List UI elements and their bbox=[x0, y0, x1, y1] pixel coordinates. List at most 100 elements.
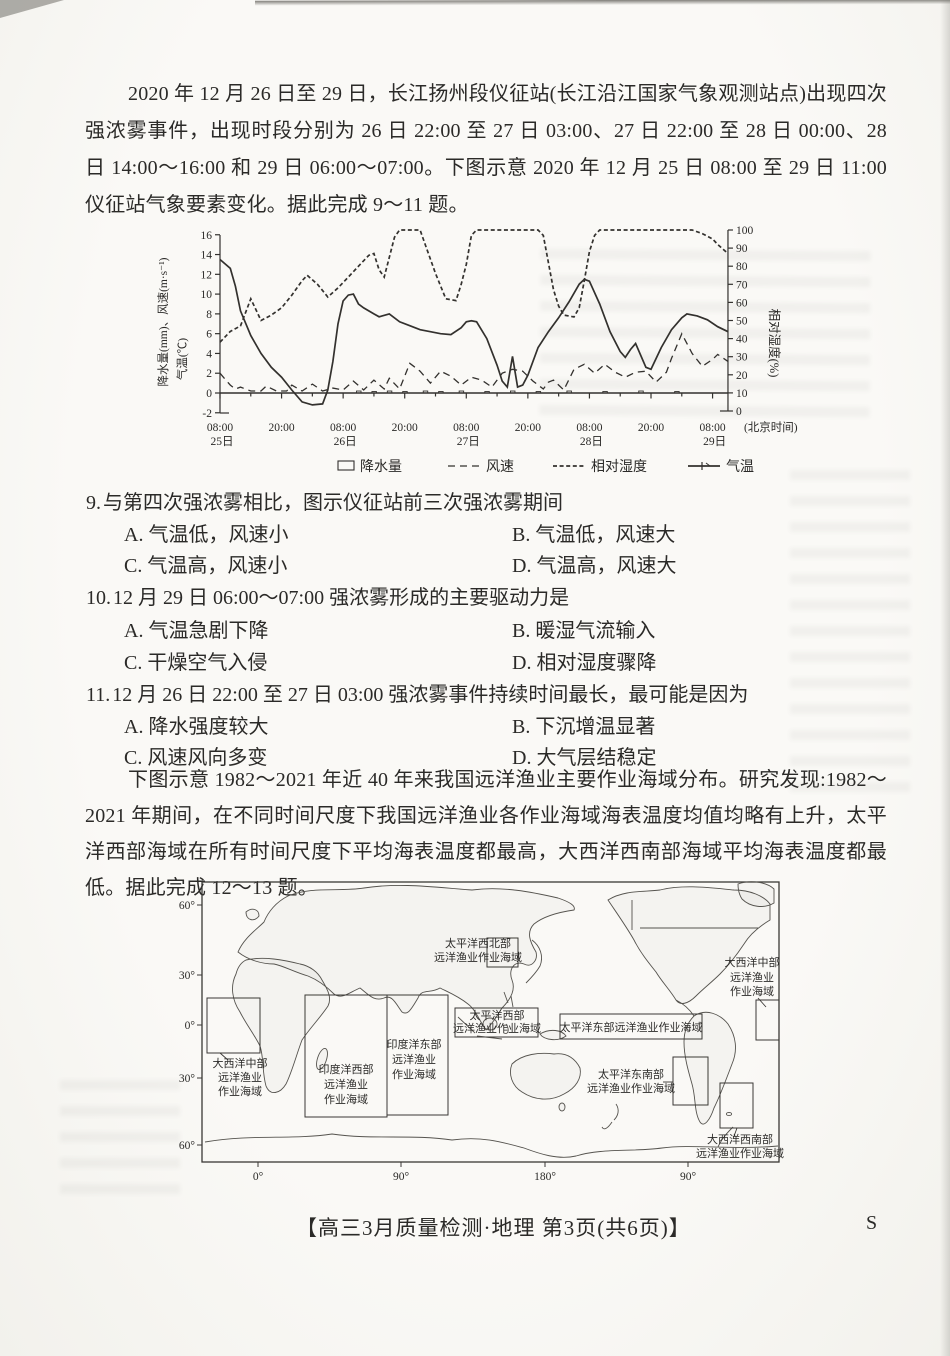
y-left-tick: 2 bbox=[206, 368, 212, 380]
svg-text:降水量: 降水量 bbox=[360, 459, 402, 475]
svg-text:风速: 风速 bbox=[486, 459, 514, 475]
map-lon-label: 90° bbox=[393, 1171, 410, 1183]
x-tick-time: 08:00 bbox=[330, 422, 356, 434]
map-lat-label: 60° bbox=[179, 1140, 196, 1152]
y-right-tick: 100 bbox=[736, 226, 754, 237]
x-tick-time: 20:00 bbox=[268, 422, 294, 434]
map-lon-label: 0° bbox=[253, 1171, 264, 1183]
fishing-region-e-pacific: 太平洋东部远洋渔业作业海域 bbox=[559, 1013, 703, 1040]
intro-paragraph-fishery: 下图示意 1982～2021 年近 40 年来我国远洋渔业主要作业海域分布。研究… bbox=[85, 769, 887, 899]
series-风速 bbox=[219, 332, 729, 392]
page-footer: 【高三3月质量检测·地理 第3页(共6页)】 bbox=[296, 1216, 691, 1240]
bleed-through bbox=[790, 470, 910, 800]
fishing-region-label: 作业海域 bbox=[324, 1092, 368, 1106]
question-number: 11. bbox=[86, 684, 111, 706]
option-10a: A. 气温急剧下降 bbox=[124, 620, 269, 642]
series-相对湿度 bbox=[219, 229, 729, 343]
legend-item-降水量: 降水量 bbox=[337, 459, 402, 475]
fishing-region-label: 太平洋东部远洋渔业作业海域 bbox=[560, 1020, 703, 1034]
scan-artifact-corner bbox=[0, 0, 64, 18]
option-11a: A. 降水强度较大 bbox=[124, 716, 269, 738]
option-11c: C. 风速风向多变 bbox=[124, 747, 268, 769]
y-left-tick: 16 bbox=[201, 230, 213, 242]
y-right-tick: 10 bbox=[736, 388, 748, 400]
y-right-tick: 50 bbox=[736, 316, 748, 328]
series-气温 bbox=[219, 258, 729, 406]
y-right-tick: 70 bbox=[736, 279, 748, 291]
option-9d: D. 气温高，风速大 bbox=[512, 555, 677, 577]
y-left-tick: 4 bbox=[206, 348, 212, 360]
y-left-tick: -2 bbox=[202, 408, 212, 420]
x-tick-day: 26日 bbox=[334, 436, 357, 448]
fishing-region-label: 太平洋东南部 bbox=[598, 1067, 664, 1081]
scan-artifact-edge bbox=[940, 0, 950, 1356]
fishing-areas-map: 60°30°0°30°60°0° 90° 180° 90°太平洋西北部远洋渔业作业海域… bbox=[179, 881, 784, 1183]
scan-artifact-top bbox=[254, 0, 950, 6]
fishing-region-label: 大西洋西南部 bbox=[707, 1132, 773, 1146]
legend-item-气温: 气温 bbox=[688, 459, 754, 475]
map-lon-label: 180° bbox=[534, 1171, 556, 1183]
y-right-tick: 90 bbox=[736, 243, 748, 255]
x-tick-time: 20:00 bbox=[515, 422, 541, 434]
option-9b: B. 气温低，风速大 bbox=[512, 524, 676, 546]
map-lat-label: 0° bbox=[185, 1020, 196, 1032]
fishing-region-label: 印度洋西部 bbox=[319, 1062, 374, 1076]
legend-item-相对湿度: 相对湿度 bbox=[553, 459, 647, 475]
page-side-mark: S bbox=[866, 1212, 878, 1234]
option-9c: C. 气温高，风速小 bbox=[124, 555, 288, 577]
x-axis-note: (北京时间) bbox=[744, 420, 798, 434]
series-降水量 bbox=[356, 390, 680, 394]
fishing-region-label: 作业海域 bbox=[218, 1084, 262, 1098]
question-number: 10. bbox=[86, 587, 111, 609]
fishing-region-label: 远洋渔业作业海域 bbox=[453, 1021, 541, 1035]
fishing-region-label: 远洋渔业作业海域 bbox=[434, 950, 522, 964]
x-tick-time: 20:00 bbox=[392, 422, 418, 434]
map-lon-label: 90° bbox=[680, 1171, 697, 1183]
y-left-tick: 10 bbox=[201, 289, 213, 301]
fishing-region-label: 远洋渔业 bbox=[392, 1052, 436, 1066]
y-right-tick: 20 bbox=[736, 370, 748, 382]
y-left-axis-title-2: 气温(℃) bbox=[175, 338, 189, 380]
fishing-region-label: 远洋渔业 bbox=[218, 1070, 262, 1084]
y-left-tick: 14 bbox=[201, 250, 213, 262]
x-tick-time: 08:00 bbox=[576, 422, 602, 434]
y-left-tick: 6 bbox=[206, 329, 212, 341]
weather-elements-chart: 1614121086420-2100908070605040302010008:… bbox=[156, 226, 798, 475]
fishing-region-label: 印度洋东部 bbox=[387, 1037, 442, 1051]
question-10: 10. 12 月 29 日 06:00～07:00 强浓雾形成的主要驱动力是 bbox=[86, 584, 569, 612]
fishing-region-label: 作业海域 bbox=[730, 984, 774, 998]
x-tick-time: 08:00 bbox=[453, 422, 479, 434]
map-lat-label: 30° bbox=[179, 970, 196, 982]
option-10d: D. 相对湿度骤降 bbox=[512, 652, 657, 674]
fishing-region-label: 太平洋西部 bbox=[470, 1008, 525, 1022]
option-11b: B. 下沉增温显著 bbox=[512, 716, 656, 738]
continent-outlines bbox=[204, 881, 779, 1158]
fishing-region-label: 大西洋中部 bbox=[725, 955, 780, 969]
option-10b: B. 暖湿气流输入 bbox=[512, 620, 656, 642]
question-stem: 12 月 26 日 22:00 至 27 日 03:00 强浓雾事件持续时间最长… bbox=[112, 684, 749, 706]
y-right-axis-title: 相对湿度(%) bbox=[767, 309, 782, 378]
question-11: 11. 12 月 26 日 22:00 至 27 日 03:00 强浓雾事件持续时… bbox=[86, 681, 748, 709]
svg-text:相对湿度: 相对湿度 bbox=[591, 459, 647, 475]
y-right-tick: 40 bbox=[736, 334, 748, 346]
y-right-tick: 0 bbox=[736, 406, 742, 418]
y-left-tick: 8 bbox=[206, 309, 212, 321]
option-9a: A. 气温低，风速小 bbox=[124, 524, 289, 546]
x-tick-day: 29日 bbox=[703, 436, 726, 448]
map-lat-label: 30° bbox=[179, 1073, 196, 1085]
fishing-region-label: 大西洋中部 bbox=[213, 1056, 268, 1070]
question-stem: 12 月 29 日 06:00～07:00 强浓雾形成的主要驱动力是 bbox=[113, 587, 570, 609]
question-9: 9. 与第四次强浓雾相比，图示仪征站前三次强浓雾期间 bbox=[86, 489, 563, 517]
x-tick-day: 28日 bbox=[580, 436, 603, 448]
question-stem: 与第四次强浓雾相比，图示仪征站前三次强浓雾期间 bbox=[103, 492, 563, 514]
x-tick-time: 08:00 bbox=[207, 422, 233, 434]
y-right-tick: 30 bbox=[736, 352, 748, 364]
option-11d: D. 大气层结稳定 bbox=[512, 747, 657, 769]
svg-text:气温: 气温 bbox=[726, 459, 754, 475]
